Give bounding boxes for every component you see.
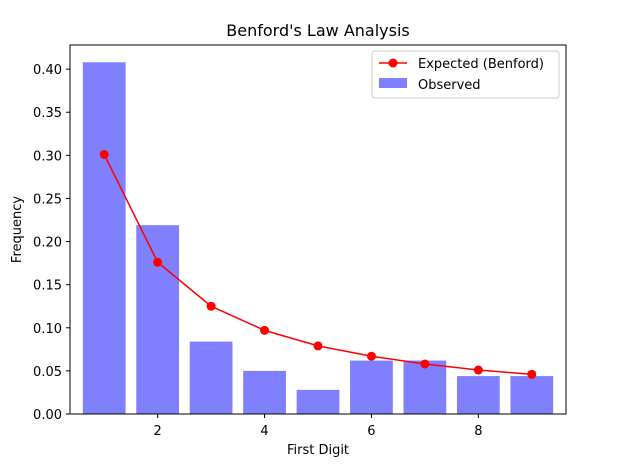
expected-point-2	[153, 257, 163, 267]
y-tick-label-5: 0.25	[33, 192, 62, 207]
observed-bar-3	[189, 341, 233, 414]
observed-bar-2	[136, 225, 180, 414]
expected-point-4	[260, 325, 270, 335]
expected-point-7	[420, 359, 430, 369]
y-tick-label-4: 0.20	[33, 236, 62, 251]
legend-label-expected: Expected (Benford)	[418, 57, 544, 72]
y-tick-label-7: 0.35	[33, 106, 62, 121]
y-tick-label-2: 0.10	[33, 322, 62, 337]
observed-bar-1	[82, 62, 126, 415]
observed-bar-8	[456, 376, 500, 414]
y-tick-label-3: 0.15	[33, 279, 62, 294]
expected-line-layer	[99, 149, 537, 379]
x-tick-label-2: 2	[154, 424, 162, 439]
observed-bar-7	[403, 360, 447, 414]
x-axis-ticks: 2 4 6 8	[154, 414, 482, 439]
expected-point-6	[366, 351, 376, 361]
chart-title: Benford's Law Analysis	[226, 21, 409, 40]
expected-point-1	[99, 149, 109, 159]
y-tick-label-6: 0.30	[33, 149, 62, 164]
observed-bar-6	[350, 360, 393, 414]
y-tick-label-0: 0.00	[33, 408, 62, 423]
x-tick-label-4: 4	[260, 424, 268, 439]
observed-bar-5	[296, 389, 340, 414]
expected-point-5	[313, 341, 323, 351]
y-tick-label-1: 0.05	[33, 365, 62, 380]
y-axis-ticks: 0.00 0.05 0.10 0.15 0.20 0.25 0.30 0.35 0.40	[33, 63, 70, 423]
bars-layer	[82, 62, 554, 415]
legend-bar-swatch	[379, 78, 407, 88]
legend-box	[371, 50, 560, 99]
expected-point-8	[473, 365, 483, 375]
observed-bar-4	[243, 370, 286, 414]
x-axis-label: First Digit	[287, 443, 349, 458]
legend: Expected (Benford) Observed	[371, 50, 560, 99]
expected-point-9	[527, 369, 537, 379]
plot-frame	[69, 44, 567, 415]
x-tick-label-8: 8	[474, 424, 482, 439]
observed-bar-9	[510, 376, 554, 414]
x-tick-label-6: 6	[367, 424, 375, 439]
y-axis-label: Frequency	[10, 196, 25, 263]
y-tick-label-8: 0.40	[33, 63, 62, 78]
legend-label-observed: Observed	[418, 78, 481, 93]
legend-marker-swatch	[388, 58, 398, 68]
expected-point-3	[206, 301, 216, 311]
